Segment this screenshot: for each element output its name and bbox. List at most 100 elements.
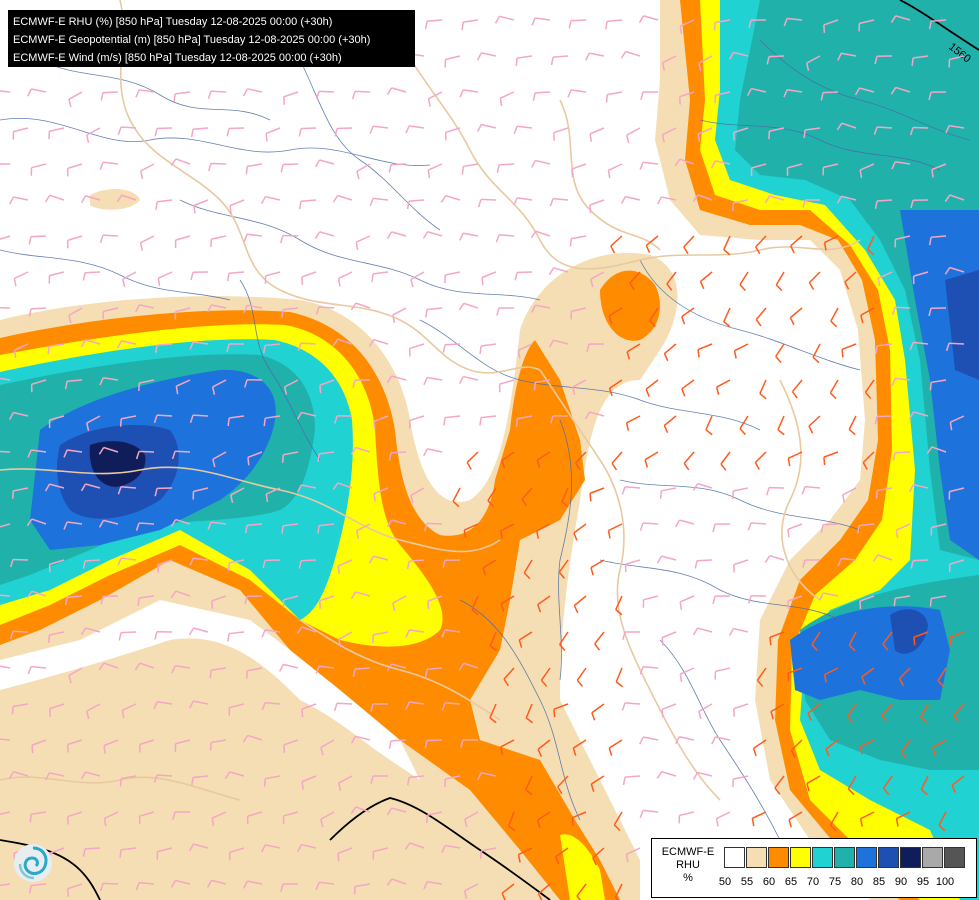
wind-barb-icon xyxy=(479,343,497,355)
wind-barb-icon xyxy=(608,379,623,397)
wind-barb-icon xyxy=(697,127,713,142)
wind-barb-icon xyxy=(920,775,929,796)
legend-title-model: ECMWF-E xyxy=(661,846,715,858)
wind-barb-icon xyxy=(732,559,749,573)
wind-barb-icon xyxy=(369,197,389,207)
wind-barb-icon xyxy=(953,703,965,723)
wind-barb-icon xyxy=(392,307,407,324)
wind-barb-icon xyxy=(13,343,29,359)
wind-barb-icon xyxy=(928,91,947,101)
wind-barb-icon xyxy=(117,126,137,135)
wind-barb-icon xyxy=(373,487,389,502)
wind-barb-icon xyxy=(262,559,281,569)
legend-tick-55: 55 xyxy=(740,876,754,888)
wind-barb-icon xyxy=(640,91,659,100)
wind-barb-icon xyxy=(82,271,101,281)
wind-barb-icon xyxy=(441,629,461,638)
wind-barb-icon xyxy=(154,487,173,497)
wind-barb-icon xyxy=(807,703,821,721)
wind-barb-icon xyxy=(499,739,515,755)
wind-barb-icon xyxy=(894,235,911,248)
wind-barb-icon xyxy=(937,667,947,688)
legend-swatch-55 xyxy=(746,847,767,868)
wind-barb-icon xyxy=(788,811,803,828)
wind-barb-icon xyxy=(561,487,569,508)
wind-barb-icon xyxy=(404,842,425,850)
wind-barb-icon xyxy=(477,52,497,61)
wind-barb-icon xyxy=(692,482,713,491)
wind-barb-icon xyxy=(537,739,551,757)
wind-barb-icon xyxy=(332,482,353,490)
wind-barb-icon xyxy=(666,271,677,291)
wind-barb-icon xyxy=(908,411,929,420)
wind-barb-icon xyxy=(656,770,677,779)
wind-barb-icon xyxy=(787,595,803,610)
wind-barb-icon xyxy=(301,703,317,718)
wind-barb-icon xyxy=(711,736,731,745)
wind-barb-icon xyxy=(748,595,767,604)
wind-barb-icon xyxy=(458,375,479,384)
wind-barb-icon xyxy=(157,559,173,573)
wind-barb-icon xyxy=(388,163,407,173)
wind-barb-icon xyxy=(283,379,299,395)
wind-barb-icon xyxy=(442,559,461,569)
wind-barb-icon xyxy=(0,811,11,816)
wind-barb-icon xyxy=(298,127,317,137)
wind-barb-icon xyxy=(572,379,587,396)
wind-barb-icon xyxy=(848,415,857,436)
legend-swatch-90 xyxy=(900,847,921,868)
wind-barb-icon xyxy=(604,19,623,30)
wind-barb-icon xyxy=(227,559,245,571)
wind-barb-icon xyxy=(11,703,29,715)
wind-barb-icon xyxy=(872,554,893,562)
wind-barb-icon xyxy=(406,775,425,786)
wind-barb-icon xyxy=(499,91,515,107)
wind-barb-icon xyxy=(350,735,371,744)
wind-barb-icon xyxy=(537,595,551,613)
wind-barb-icon xyxy=(714,667,731,680)
wind-barb-icon xyxy=(739,415,749,436)
legend-ticks: 50 55 60 65 70 75 80 85 90 95 100 xyxy=(719,876,974,890)
wind-barb-icon xyxy=(898,667,911,686)
wind-barb-icon xyxy=(805,55,821,71)
wind-barb-icon xyxy=(31,739,47,754)
wind-barb-icon xyxy=(847,775,857,796)
wind-barb-icon xyxy=(26,518,47,527)
wind-barb-icon xyxy=(517,847,533,863)
wind-barb-icon xyxy=(82,559,101,569)
wind-barb-icon xyxy=(463,883,479,899)
wind-barb-icon xyxy=(768,127,785,140)
wind-barb-icon xyxy=(68,91,83,108)
wind-barb-icon xyxy=(585,52,605,61)
wind-barb-icon xyxy=(875,487,893,499)
wind-barb-icon xyxy=(692,771,713,780)
wind-barb-icon xyxy=(951,775,965,793)
wind-barb-icon xyxy=(138,379,155,391)
rhu-55-spot-nw xyxy=(90,188,140,210)
wind-barb-icon xyxy=(836,122,857,131)
wind-barb-icon xyxy=(841,343,857,358)
wind-barb-icon xyxy=(283,739,299,754)
wind-barb-icon xyxy=(86,415,101,432)
wind-barb-icon xyxy=(388,739,407,749)
wind-barb-icon xyxy=(427,595,443,610)
wind-barb-icon xyxy=(138,811,155,825)
title-line-geopotential: ECMWF-E Geopotential (m) [850 hPa] Tuesd… xyxy=(13,34,371,46)
wind-barb-icon xyxy=(227,415,245,427)
wind-barb-icon xyxy=(209,667,227,679)
wind-barb-icon xyxy=(9,558,29,568)
wind-barb-icon xyxy=(351,90,371,100)
wind-barb-icon xyxy=(224,771,245,780)
wind-barb-icon xyxy=(770,703,785,720)
wind-barb-icon xyxy=(775,271,785,292)
wind-barb-icon xyxy=(812,343,821,364)
wind-barb-icon xyxy=(138,739,155,753)
wind-barb-icon xyxy=(515,55,533,67)
wind-barb-icon xyxy=(697,343,713,358)
wind-barb-icon xyxy=(156,847,173,860)
wind-barb-icon xyxy=(531,304,551,313)
wind-barb-icon xyxy=(170,518,191,527)
wind-barb-icon xyxy=(644,451,659,468)
wind-barb-icon xyxy=(521,487,533,507)
wind-barb-icon xyxy=(66,163,83,177)
